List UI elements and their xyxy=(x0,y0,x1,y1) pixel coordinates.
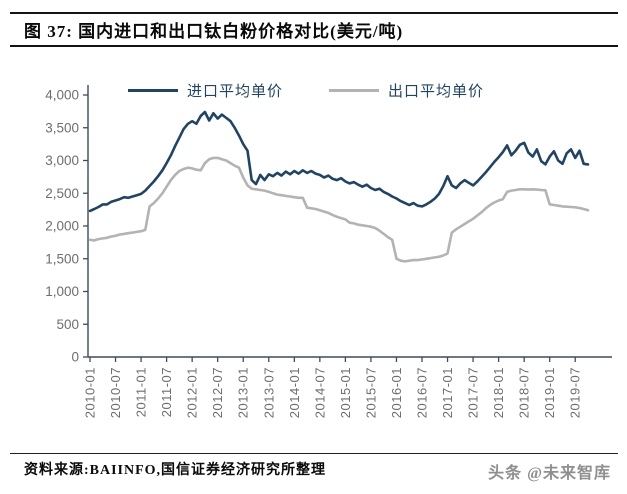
x-tick-label: 2016-07 xyxy=(415,367,430,418)
import-line-sample xyxy=(128,89,178,92)
y-tick-label: 3,000 xyxy=(45,153,79,168)
y-tick-label: 1,500 xyxy=(45,251,79,266)
x-tick-label: 2012-01 xyxy=(185,367,200,418)
footer-rule xyxy=(10,453,618,454)
x-tick-label: 2011-01 xyxy=(134,367,149,417)
x-tick-label: 2015-01 xyxy=(338,367,353,418)
x-tick-label: 2016-01 xyxy=(389,367,404,418)
title-underline-rule xyxy=(10,45,618,47)
data-source: 资料来源:BAIINFO,国信证券经济研究所整理 xyxy=(24,463,327,478)
import-price-line xyxy=(88,110,590,213)
x-tick-label: 2012-07 xyxy=(210,367,225,418)
x-tick-label: 2015-07 xyxy=(363,367,378,418)
import-legend-label: 进口平均单价 xyxy=(187,84,284,100)
x-tick-label: 2019-01 xyxy=(542,367,557,418)
x-tick-label: 2010-01 xyxy=(83,367,98,418)
chart-legend: 进口平均单价 出口平均单价 xyxy=(128,80,484,101)
y-tick-label: 0 xyxy=(71,350,79,365)
legend-item-import: 进口平均单价 xyxy=(128,80,283,101)
x-tick-label: 2014-07 xyxy=(312,367,327,418)
x-tick-label: 2014-01 xyxy=(287,367,302,418)
y-tick-label: 500 xyxy=(56,317,79,332)
x-tick-label: 2017-01 xyxy=(440,367,455,418)
x-tick-label: 2011-07 xyxy=(159,367,174,417)
x-tick-label: 2018-01 xyxy=(491,367,506,418)
x-tick-label: 2018-07 xyxy=(517,367,532,418)
y-tick-label: 1,000 xyxy=(45,284,79,299)
watermark: 头条 @未来智库 xyxy=(488,465,611,482)
y-tick-label: 2,000 xyxy=(45,219,79,234)
export-line-sample xyxy=(329,89,380,92)
y-tick-label: 2,500 xyxy=(45,186,79,201)
top-rule xyxy=(10,12,618,14)
x-tick-label: 2013-01 xyxy=(236,367,251,418)
y-tick-label: 4,000 xyxy=(45,88,79,103)
price-comparison-line-chart: 0 500 1,000 1,500 2,000 2,500 3,000 3,500 4,000 2… xyxy=(45,85,612,418)
legend-item-export: 出口平均单价 xyxy=(329,80,484,101)
x-tick-label: 2010-07 xyxy=(108,367,123,418)
x-tick-label: 2019-07 xyxy=(568,367,583,418)
x-tick-label: 2013-07 xyxy=(261,367,276,418)
x-tick-label: 2017-07 xyxy=(466,367,481,418)
export-legend-label: 出口平均单价 xyxy=(388,84,485,100)
y-tick-label: 3,500 xyxy=(45,120,79,135)
export-price-line xyxy=(88,156,590,263)
figure-title: 图 37: 国内进口和出口钛白粉价格对比(美元/吨) xyxy=(24,22,404,41)
